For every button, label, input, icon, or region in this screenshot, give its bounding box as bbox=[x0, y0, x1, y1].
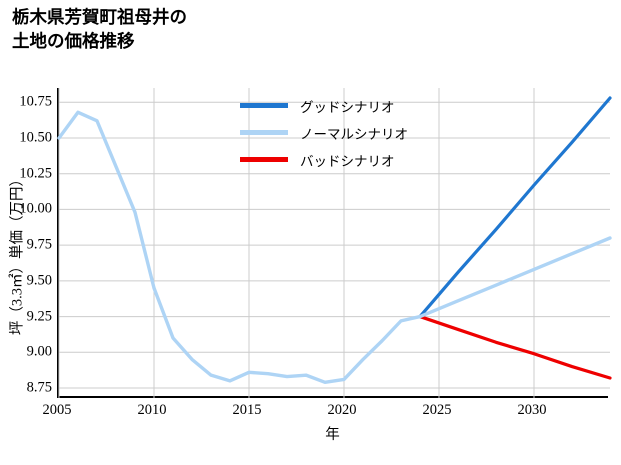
y-tick-label-5: 10.00 bbox=[19, 200, 52, 217]
legend-item-1[interactable]: ノーマルシナリオ bbox=[240, 119, 470, 146]
legend: グッドシナリオ ノーマルシナリオ バッドシナリオ bbox=[240, 92, 470, 173]
x-tick-label-4: 2025 bbox=[422, 402, 452, 418]
series-line bbox=[418, 96, 612, 319]
y-axis-title: 坪（3.3㎡）単価（万円） bbox=[9, 171, 26, 336]
plot-area bbox=[57, 88, 612, 398]
x-axis-tick-labels: 2005 2010 2015 2020 2025 2030 bbox=[43, 402, 608, 422]
y-axis-tick-labels: 8.75 9.00 9.25 9.50 9.75 10.00 10.25 10.50 10.75 bbox=[0, 88, 52, 398]
legend-item-2[interactable]: バッドシナリオ bbox=[240, 146, 470, 173]
legend-swatch-icon bbox=[240, 157, 288, 162]
y-tick-label-7: 10.50 bbox=[19, 129, 52, 146]
legend-item-0[interactable]: グッドシナリオ bbox=[240, 92, 470, 119]
x-tick-label-0: 2005 bbox=[42, 402, 72, 418]
y-tick-label-4: 9.75 bbox=[26, 236, 52, 253]
x-tick-label-3: 2020 bbox=[327, 402, 357, 418]
x-tick-label-2: 2015 bbox=[232, 402, 262, 418]
series-line bbox=[57, 110, 612, 384]
legend-swatch-icon bbox=[240, 103, 288, 108]
x-tick-label-1: 2010 bbox=[137, 402, 167, 418]
series-lines bbox=[57, 96, 612, 384]
page-title: 栃木県芳賀町祖母井の 土地の価格推移 bbox=[12, 8, 187, 52]
y-tick-label-2: 9.25 bbox=[26, 308, 52, 325]
legend-label: グッドシナリオ bbox=[300, 99, 395, 116]
y-tick-label-0: 8.75 bbox=[26, 379, 52, 396]
legend-label: ノーマルシナリオ bbox=[300, 126, 408, 143]
y-tick-label-1: 9.00 bbox=[26, 343, 52, 360]
legend-label: バッドシナリオ bbox=[300, 153, 395, 170]
x-axis-title: 年 bbox=[325, 427, 340, 443]
series-line bbox=[418, 314, 612, 380]
y-tick-label-3: 9.50 bbox=[26, 272, 52, 289]
y-tick-label-6: 10.25 bbox=[19, 165, 52, 182]
x-tick-label-5: 2030 bbox=[517, 402, 547, 418]
y-tick-label-8: 10.75 bbox=[19, 93, 52, 110]
legend-swatch-icon bbox=[240, 130, 288, 135]
